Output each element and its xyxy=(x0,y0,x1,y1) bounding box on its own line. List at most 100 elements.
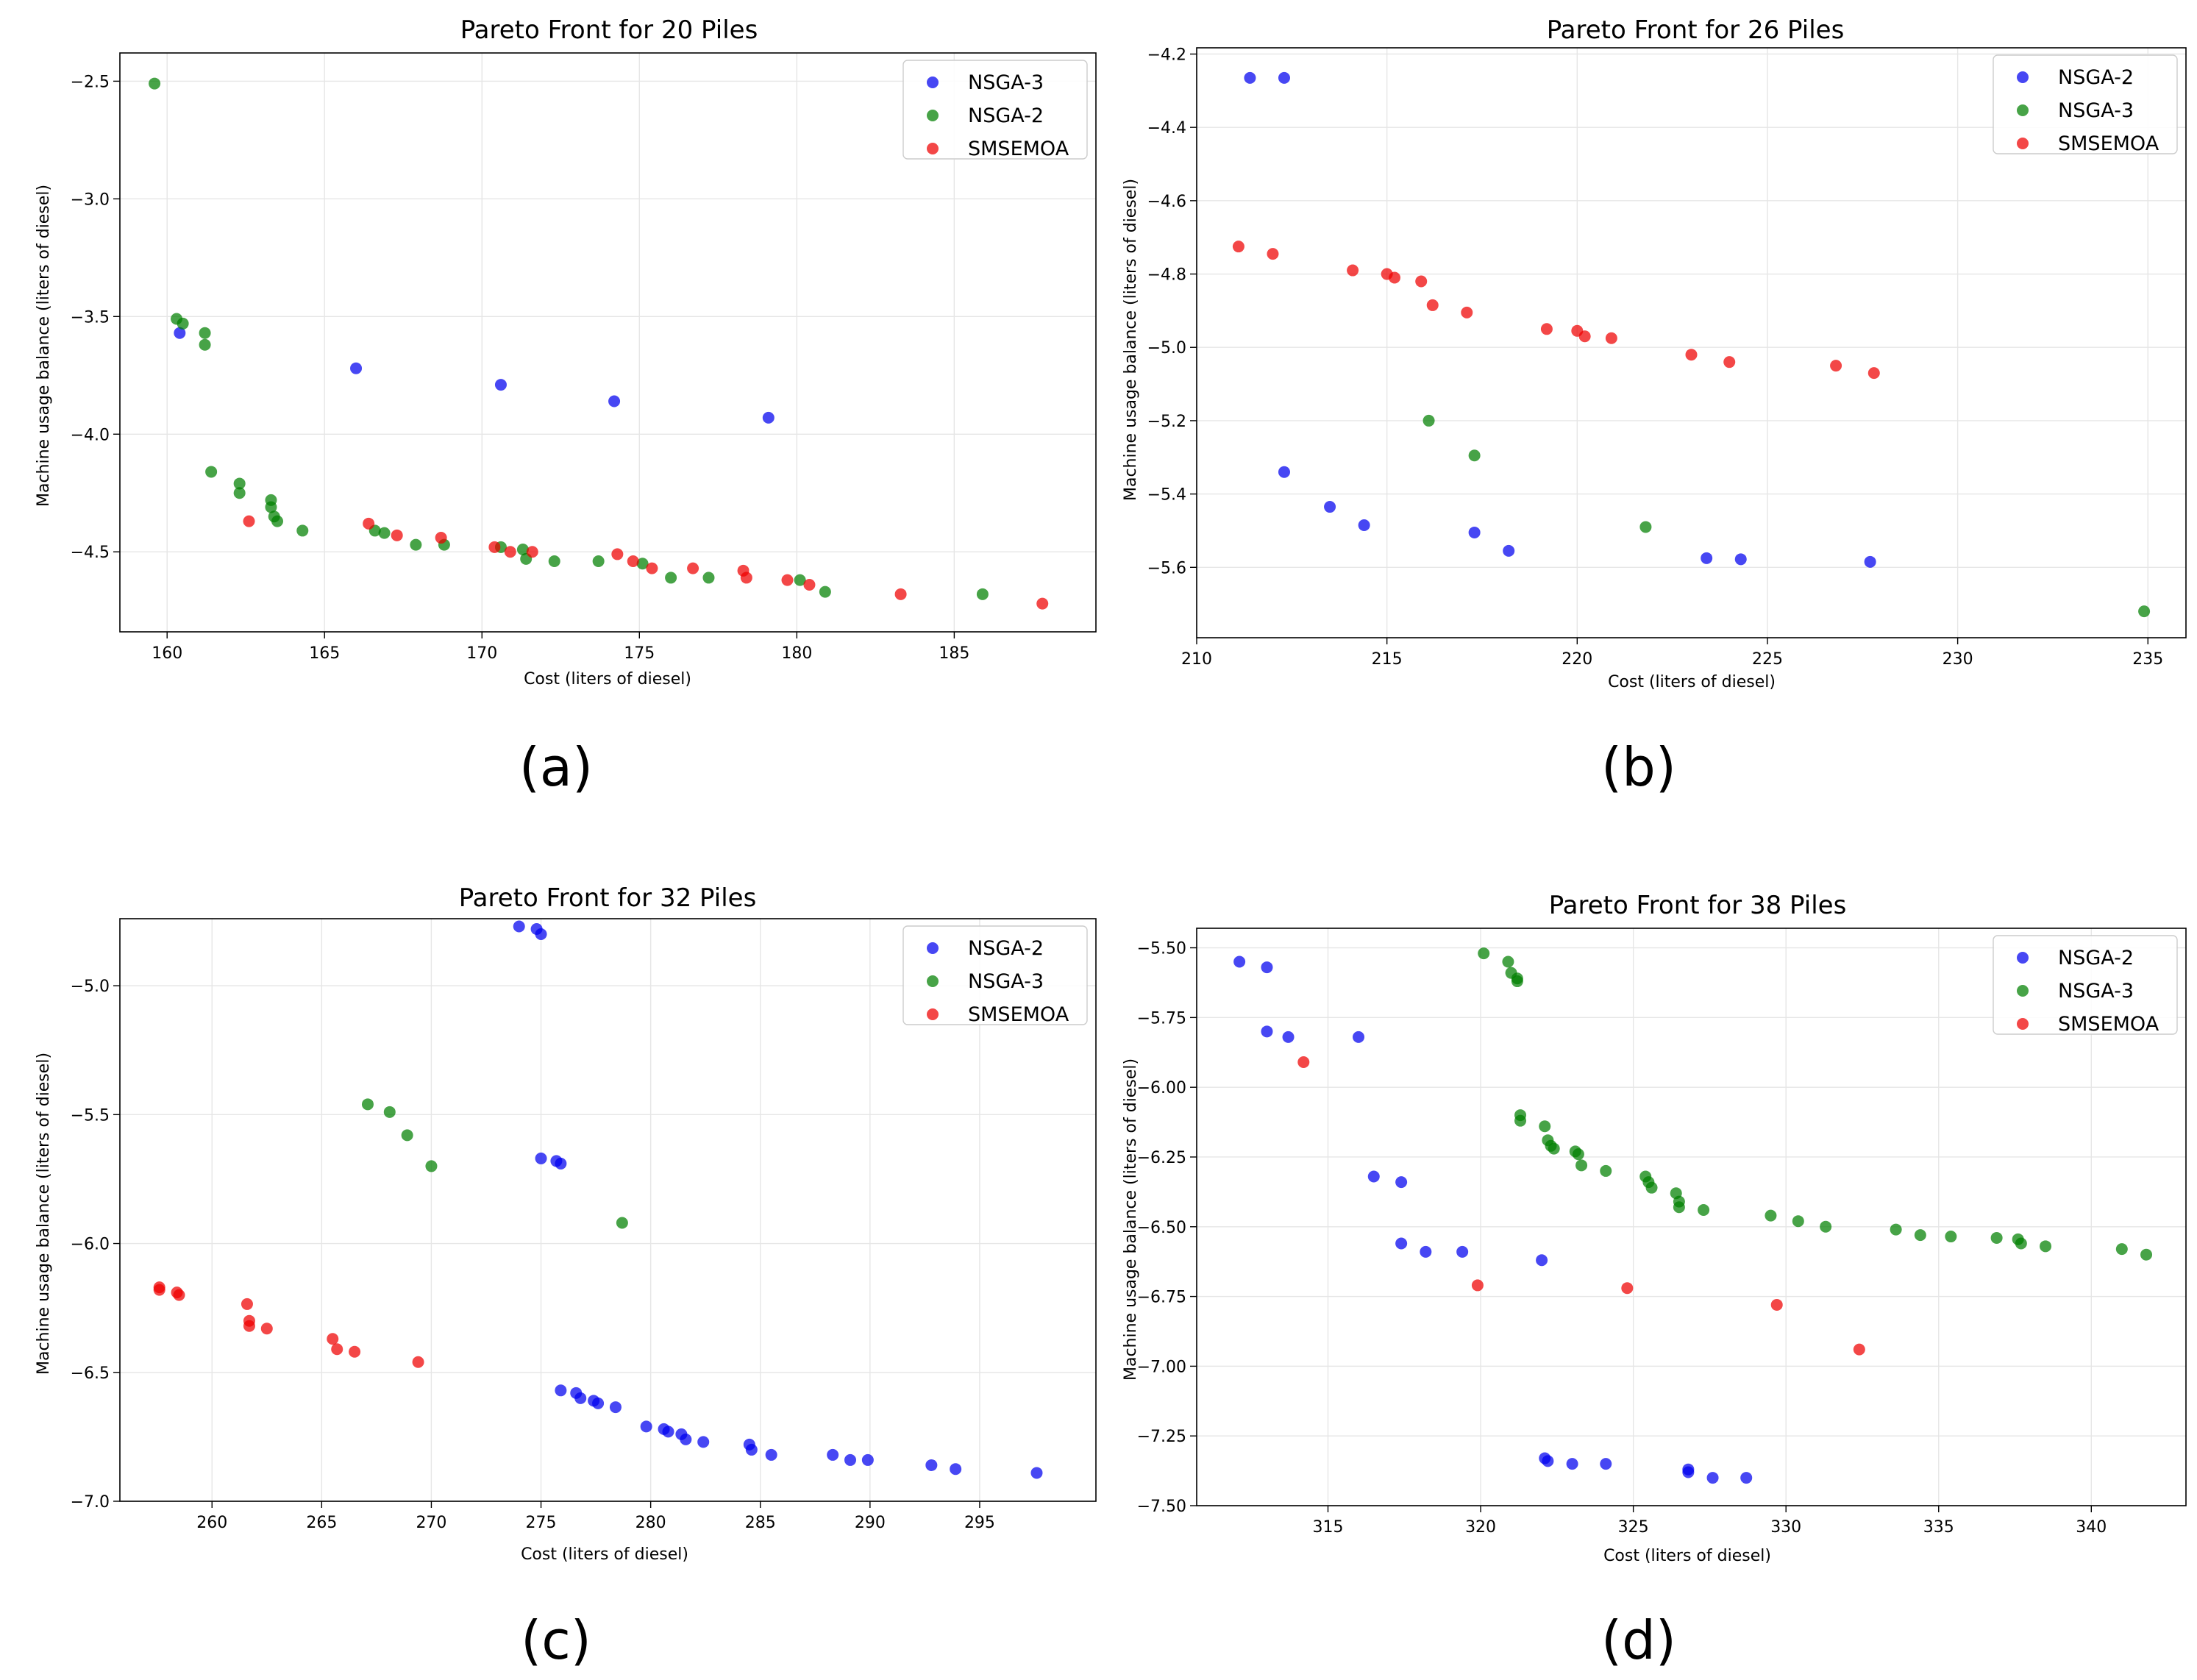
smsemoa-point xyxy=(504,546,516,558)
chart-title: Pareto Front for 38 Piles xyxy=(1549,891,1847,920)
nsga-2-point xyxy=(199,338,211,351)
y-tick-label: −4.5 xyxy=(71,544,110,562)
nsga-2-point xyxy=(1395,1176,1408,1189)
panel-c: Pareto Front for 32 Piles 260 265 270 275 28… xyxy=(35,883,1097,1671)
y-axis-label: Machine usage balance (liters of diesel) xyxy=(35,185,53,507)
nsga-3-point xyxy=(174,327,186,339)
y-tick-label: −5.2 xyxy=(1147,413,1186,431)
nsga-2-point xyxy=(233,477,246,490)
legend-marker-nsga-3 xyxy=(927,975,939,987)
y-tick-label: −7.00 xyxy=(1137,1358,1186,1376)
legend-label-nsga-3: NSGA-3 xyxy=(968,970,1044,993)
x-tick-label: 315 xyxy=(1313,1518,1344,1537)
x-tick-label: 170 xyxy=(466,644,497,663)
nsga-2-point xyxy=(925,1459,938,1471)
x-tick-label: 230 xyxy=(1943,650,1973,669)
x-tick-label: 260 xyxy=(196,1514,227,1532)
axis-ticks: 160 165 170 175 180 185 −4.5 −4.0 −3.5 −3.0 −2.5 xyxy=(71,73,970,663)
nsga-2-point xyxy=(535,1152,547,1164)
legend-marker-nsga-3 xyxy=(927,76,939,88)
y-tick-label: −3.0 xyxy=(71,191,110,209)
nsga-2-point xyxy=(1261,1025,1273,1038)
panel-caption: (c) xyxy=(521,1609,591,1671)
nsga-2-point xyxy=(1420,1245,1432,1258)
plot-frame xyxy=(1196,928,2187,1506)
nsga-3-point xyxy=(1914,1229,1926,1242)
nsga-3-point xyxy=(1478,947,1490,960)
smsemoa-point xyxy=(1267,248,1279,260)
nsga-2-point xyxy=(1503,544,1515,557)
y-tick-label: −7.0 xyxy=(71,1493,110,1512)
legend-marker-nsga-2 xyxy=(927,110,939,121)
legend-marker-nsga-2 xyxy=(2017,952,2029,964)
legend-label-smsemoa: SMSEMOA xyxy=(968,1003,1069,1026)
y-tick-label: −2.5 xyxy=(71,73,110,91)
nsga-2-point xyxy=(827,1448,839,1461)
smsemoa-point xyxy=(331,1343,343,1356)
nsga-2-point xyxy=(1706,1472,1719,1484)
nsga-2-point xyxy=(1233,955,1246,968)
x-tick-label: 215 xyxy=(1372,650,1403,669)
nsga-3-point xyxy=(1502,955,1514,968)
nsga-2-point xyxy=(609,1401,622,1414)
nsga-2-point xyxy=(1030,1467,1043,1479)
x-tick-label: 160 xyxy=(152,644,182,663)
nsga-2-point xyxy=(680,1433,692,1445)
smsemoa-point xyxy=(435,532,447,544)
nsga-2-point xyxy=(177,317,189,330)
nsga-2-point xyxy=(1244,71,1256,84)
plot-frame xyxy=(1196,47,2187,638)
x-tick-label: 270 xyxy=(416,1514,446,1532)
axis-ticks: 260 265 270 275 280 285 290 295 −7.0 −6.5 −6.0 −5.5… xyxy=(71,978,995,1532)
nsga-2-point xyxy=(1701,552,1713,564)
x-axis-label: Cost (liters of diesel) xyxy=(521,1545,688,1564)
smsemoa-point xyxy=(1685,349,1698,361)
nsga-2-point xyxy=(1278,466,1290,478)
smsemoa-point xyxy=(1853,1343,1865,1356)
y-tick-label: −6.75 xyxy=(1137,1289,1186,1307)
axis-ticks: 315 320 325 330 335 340 −7.50 −7.25 −7.00 −6.75 −6… xyxy=(1137,940,2107,1537)
nsga-2-point xyxy=(233,487,246,499)
nsga-3-point xyxy=(2040,1240,2052,1253)
nsga-2-point xyxy=(1324,501,1336,513)
x-tick-label: 175 xyxy=(624,644,655,663)
nsga-3-point xyxy=(1645,1181,1658,1194)
nsga-2-point xyxy=(640,1420,652,1433)
nsga-3-point xyxy=(401,1129,413,1142)
smsemoa-point xyxy=(781,574,794,586)
nsga-3-point xyxy=(1945,1231,1957,1243)
x-tick-label: 225 xyxy=(1752,650,1783,669)
nsga-2-point xyxy=(296,524,309,537)
nsga-3-point xyxy=(2140,1248,2153,1261)
smsemoa-point xyxy=(1347,264,1359,277)
smsemoa-point xyxy=(1770,1298,1783,1311)
nsga-2-point xyxy=(745,1443,758,1456)
nsga-3-point xyxy=(1514,1114,1527,1127)
nsga-2-point xyxy=(794,574,806,586)
data-points xyxy=(1232,71,2151,618)
x-tick-label: 325 xyxy=(1618,1518,1649,1537)
smsemoa-point xyxy=(243,1320,255,1332)
y-tick-label: −4.6 xyxy=(1147,193,1186,211)
nsga-3-point xyxy=(2015,1237,2027,1250)
x-tick-label: 185 xyxy=(939,644,969,663)
y-tick-label: −5.4 xyxy=(1147,486,1186,505)
smsemoa-point xyxy=(1540,323,1553,335)
y-axis-label: Machine usage balance (liters of diesel) xyxy=(35,1053,53,1375)
axis-ticks: 210 215 220 225 230 235 −5.6 −5.4 −5.2 −5.0 −4.8 −4… xyxy=(1147,46,2164,669)
smsemoa-point xyxy=(1867,367,1880,380)
nsga-3-point xyxy=(1765,1209,1777,1222)
nsga-3-point xyxy=(2138,605,2151,618)
nsga-3-point xyxy=(1548,1142,1560,1155)
legend-marker-smsemoa xyxy=(2017,138,2029,149)
nsga-2-point xyxy=(819,585,831,598)
nsga-3-point xyxy=(1575,1159,1588,1172)
panel-caption: (a) xyxy=(519,736,593,798)
nsga-2-point xyxy=(1864,555,1876,568)
nsga-3-point xyxy=(1600,1164,1612,1177)
legend-label-smsemoa: SMSEMOA xyxy=(2058,132,2159,155)
nsga-3-point xyxy=(383,1106,396,1118)
smsemoa-point xyxy=(1415,275,1428,288)
smsemoa-point xyxy=(1723,356,1736,369)
nsga-2-point xyxy=(1740,1472,1753,1484)
